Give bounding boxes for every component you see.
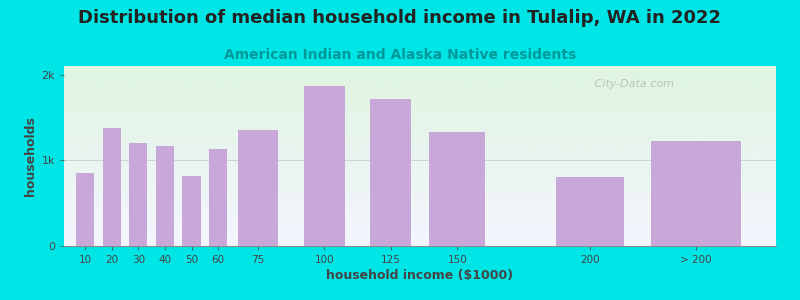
Bar [651,141,742,246]
Text: Distribution of median household income in Tulalip, WA in 2022: Distribution of median household income … [78,9,722,27]
Bar [238,130,278,246]
Bar [182,176,201,246]
Bar [556,177,624,246]
Bar [304,86,345,246]
Bar [209,149,227,246]
Y-axis label: households: households [24,116,37,196]
Bar [156,146,174,246]
Bar [130,143,147,246]
Bar [370,99,411,246]
Bar [102,128,121,246]
Text: City-Data.com: City-Data.com [584,79,674,88]
X-axis label: household income ($1000): household income ($1000) [326,269,514,282]
Text: American Indian and Alaska Native residents: American Indian and Alaska Native reside… [224,48,576,62]
Bar [76,173,94,246]
Bar [429,132,486,246]
